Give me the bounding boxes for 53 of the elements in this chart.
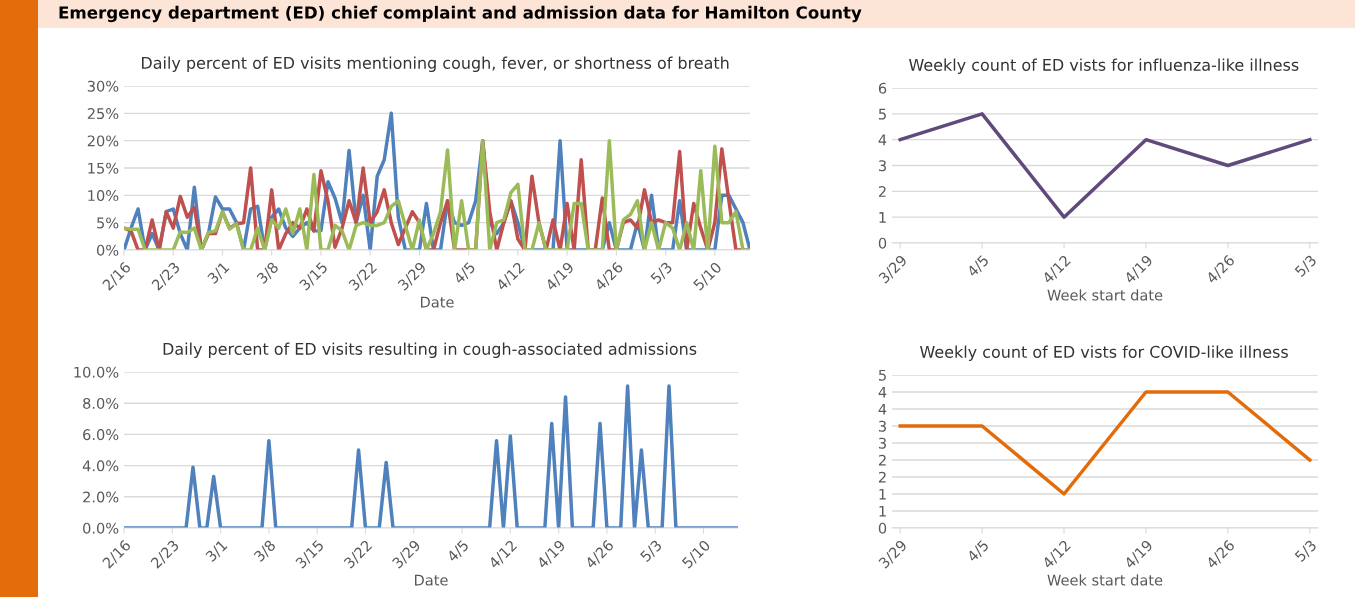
x-tick-label: 5/3 bbox=[1294, 254, 1318, 279]
x-axis-title: Date bbox=[421, 296, 454, 308]
y-tick-label: 10% bbox=[88, 190, 119, 202]
x-axis-title: Date bbox=[415, 574, 448, 586]
y-tick-label: 6.0% bbox=[83, 429, 119, 441]
y-tick-label: 4 bbox=[878, 386, 887, 398]
y-tick-label: 4.0% bbox=[82, 460, 119, 472]
y-tick-label: 15% bbox=[88, 162, 119, 174]
y-tick-label: 0% bbox=[96, 244, 119, 256]
y-tick-label: 5 bbox=[878, 108, 886, 120]
text: Emergency department (ED) chief complaint and admission data for Hamilton County bbox=[59, 5, 862, 23]
x-tick-label: 5/3 bbox=[1294, 539, 1318, 564]
x-axis-title: Week start date bbox=[1047, 574, 1163, 586]
x-axis-title: Week start date bbox=[1047, 289, 1163, 301]
y-tick-label: 5 bbox=[878, 369, 886, 381]
x-tick-label: 4/5 bbox=[452, 261, 477, 286]
x-tick-label: 4/5 bbox=[966, 539, 991, 564]
y-tick-label: 2 bbox=[878, 454, 886, 466]
y-tick-label: 1 bbox=[879, 505, 886, 517]
y-tick-label: 8.0% bbox=[83, 397, 119, 409]
x-tick-label: 3/8 bbox=[253, 539, 277, 564]
chart-title: Weekly count of ED vists for influenza-like illness bbox=[909, 58, 1299, 74]
y-tick-label: 1 bbox=[879, 212, 886, 223]
y-tick-label: 3 bbox=[878, 437, 886, 449]
y-tick-label: 0.0% bbox=[83, 522, 119, 534]
x-tick-label: 3/1 bbox=[206, 261, 231, 286]
y-tick-label: 10.0% bbox=[74, 366, 119, 378]
x-tick-label: 3/1 bbox=[204, 539, 229, 564]
y-tick-label: 0 bbox=[878, 522, 887, 534]
chart-title: Weekly count of ED vists for COVID-like illness bbox=[920, 345, 1288, 361]
x-tick-label: 5/3 bbox=[639, 539, 664, 564]
y-tick-label: 2.0% bbox=[83, 491, 119, 503]
y-tick-label: 20% bbox=[87, 135, 119, 147]
x-tick-label: 3/8 bbox=[256, 261, 280, 286]
y-tick-label: 0 bbox=[878, 237, 887, 249]
y-tick-label: 6 bbox=[878, 82, 887, 94]
y-tick-label: 25% bbox=[87, 108, 119, 120]
y-tick-label: 2 bbox=[878, 186, 886, 197]
y-tick-label: 30% bbox=[87, 80, 119, 92]
chart-title: Daily percent of ED visits mentioning cough, fever, or shortness of breath bbox=[142, 56, 729, 72]
y-tick-label: 2 bbox=[878, 471, 886, 483]
x-tick-label: 4/5 bbox=[966, 254, 991, 279]
y-tick-label: 3 bbox=[878, 160, 886, 172]
line-series bbox=[898, 390, 1312, 496]
y-tick-label: 1 bbox=[879, 488, 886, 500]
y-tick-label: 4 bbox=[878, 134, 887, 146]
x-tick-label: 5/3 bbox=[649, 261, 674, 286]
chart-title: Daily percent of ED visits resulting in cough-associated admissions bbox=[163, 342, 697, 358]
line-series bbox=[898, 112, 1312, 219]
y-tick-label: 5% bbox=[97, 217, 119, 229]
x-tick-label: 4/5 bbox=[446, 539, 470, 564]
y-tick-label: 4 bbox=[878, 403, 887, 415]
y-tick-label: 3 bbox=[878, 420, 886, 432]
